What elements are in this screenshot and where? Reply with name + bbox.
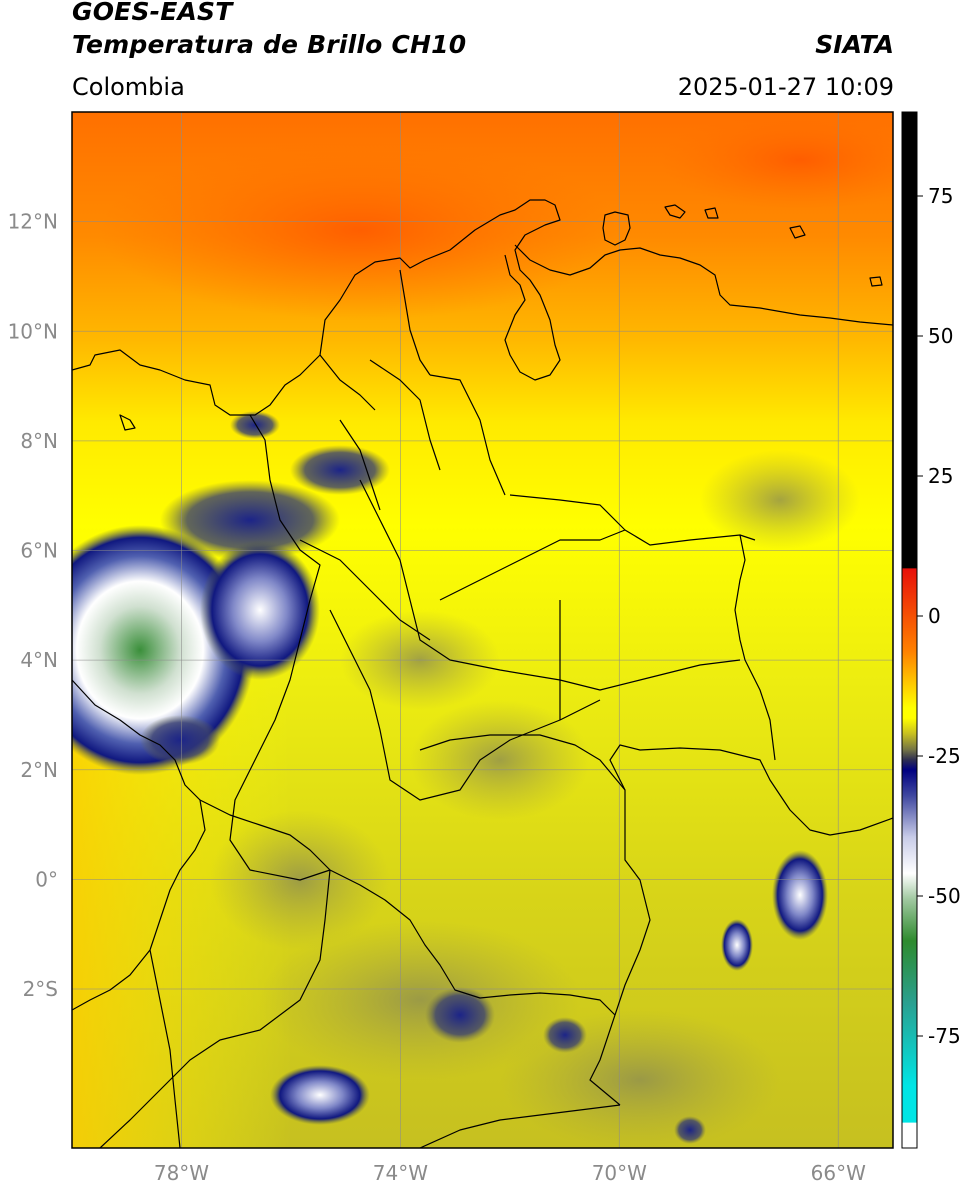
lat-tick-label: 2°S <box>23 977 58 1001</box>
lat-tick-label: 10°N <box>8 319 58 343</box>
latitude-axis: 12°N 10°N 8°N 6°N 4°N 2°N 0° 2°S <box>8 210 58 1001</box>
colorbar-tick-label: 50 <box>928 324 953 348</box>
colorbar-tick-label: 75 <box>928 184 953 208</box>
colorbar-tick-label: 0 <box>928 604 941 628</box>
lat-tick-label: 12°N <box>8 210 58 234</box>
colorbar-ticks: 75 50 25 0 -25 -50 -75 <box>917 184 961 1048</box>
lon-tick-label: 66°W <box>811 1161 866 1185</box>
gridlines <box>72 112 893 1148</box>
lat-tick-label: 2°N <box>20 758 58 782</box>
region-label: Colombia <box>72 73 185 101</box>
lat-tick-label: 6°N <box>20 539 58 563</box>
longitude-axis: 78°W 74°W 70°W 66°W <box>154 1161 866 1185</box>
lat-tick-label: 0° <box>35 867 58 891</box>
lat-tick-label: 8°N <box>20 429 58 453</box>
brightness-temperature-field <box>72 112 893 1148</box>
colorbar-tick-label: 25 <box>928 464 953 488</box>
coastline-borders <box>72 199 893 1148</box>
colorbar: 75 50 25 0 -25 -50 -75 <box>901 111 961 1149</box>
lat-tick-label: 4°N <box>20 648 58 672</box>
timestamp-label: 2025-01-27 10:09 <box>677 73 894 101</box>
colorbar-tick-label: -25 <box>928 744 961 768</box>
brand-label: SIATA <box>815 30 894 59</box>
lon-tick-label: 74°W <box>373 1161 428 1185</box>
colorbar-tick-label: -75 <box>928 1024 961 1048</box>
satellite-title: GOES-EAST <box>72 0 233 26</box>
product-title: Temperatura de Brillo CH10 <box>72 30 467 59</box>
colorbar-tick-label: -50 <box>928 884 961 908</box>
lon-tick-label: 78°W <box>154 1161 209 1185</box>
map-frame <box>71 111 894 1149</box>
lon-tick-label: 70°W <box>592 1161 647 1185</box>
